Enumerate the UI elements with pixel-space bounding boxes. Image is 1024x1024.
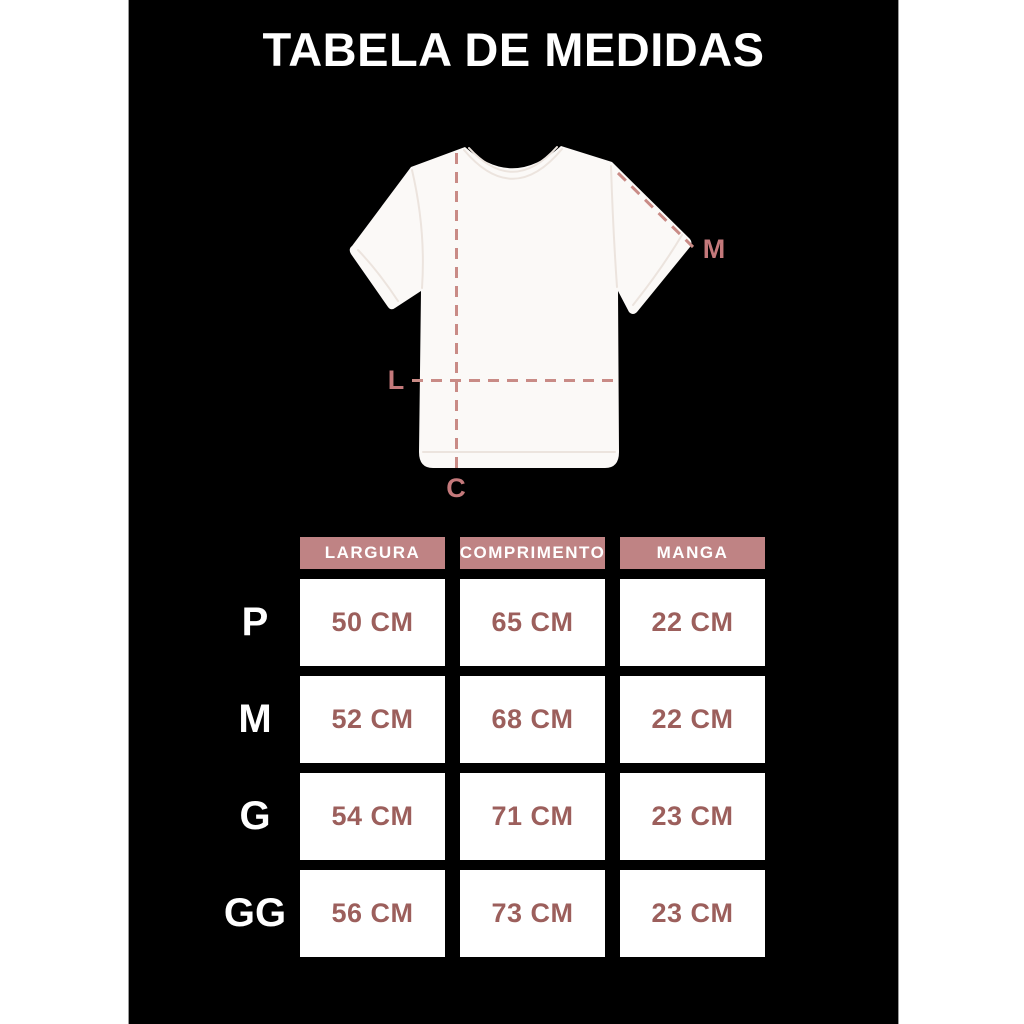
tshirt-silhouette [349, 146, 692, 468]
cell-m-comprimento: 68 CM [460, 676, 605, 763]
right-armhole-seam [610, 165, 618, 288]
table-corner-cell [225, 537, 285, 569]
collar-seam-outer [463, 148, 563, 180]
cell-p-comprimento: 65 CM [460, 579, 605, 666]
cell-p-largura: 50 CM [300, 579, 445, 666]
cell-g-manga: 23 CM [620, 773, 765, 860]
row-label-m: M [238, 697, 272, 741]
cell-gg-comprimento: 73 CM [460, 870, 605, 957]
page-title: TABELA DE MEDIDAS [262, 23, 765, 76]
cell-g-comprimento: 71 CM [460, 773, 605, 860]
row-label-gg: GG [223, 891, 287, 935]
column-header-largura: LARGURA [300, 537, 445, 569]
largura-measure-label: L [388, 365, 405, 395]
cell-gg-manga: 23 CM [620, 870, 765, 957]
row-label-p: P [241, 600, 269, 644]
cell-p-manga: 22 CM [620, 579, 765, 666]
column-header-comprimento: COMPRIMENTO [460, 537, 605, 569]
column-header-manga: MANGA [620, 537, 765, 569]
row-label-g: G [239, 794, 271, 838]
manga-measure-label: M [703, 234, 726, 264]
cell-gg-largura: 56 CM [300, 870, 445, 957]
cell-g-largura: 54 CM [300, 773, 445, 860]
comprimento-measure-label: C [446, 473, 466, 503]
right-cuff-seam [632, 234, 683, 306]
size-chart-canvas: TABELA DE MEDIDAS L C M [128, 0, 899, 1024]
cell-m-largura: 52 CM [300, 676, 445, 763]
left-armhole-seam [411, 169, 424, 289]
left-cuff-seam [357, 249, 399, 302]
tshirt-measurement-diagram: L C M [349, 146, 726, 503]
size-table: LARGURA COMPRIMENTO MANGA P 50 CM 65 CM … [223, 537, 765, 957]
collar-seam-inner [468, 146, 558, 173]
cell-m-manga: 22 CM [620, 676, 765, 763]
